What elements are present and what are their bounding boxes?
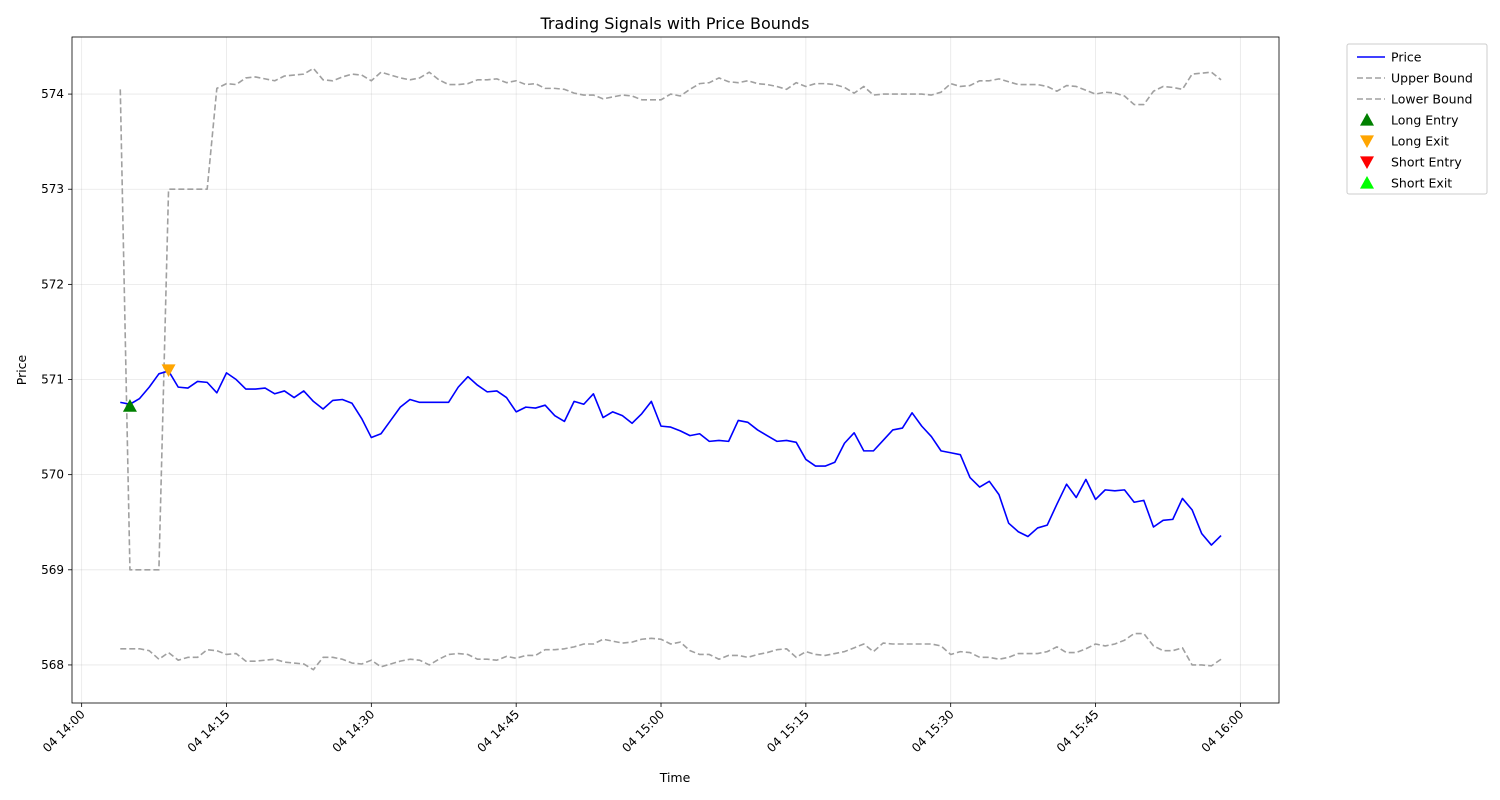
grid-layer xyxy=(72,37,1279,703)
x-axis-title: Time xyxy=(659,770,691,785)
legend-label-price: Price xyxy=(1391,50,1422,65)
legend-swatch-short-entry xyxy=(1360,156,1374,169)
legend-label-long-entry: Long Entry xyxy=(1391,113,1459,128)
y-tick-label: 570 xyxy=(41,468,64,482)
legend-label-lower-bound: Lower Bound xyxy=(1391,92,1472,107)
legend-swatch-long-exit xyxy=(1360,135,1374,148)
legend: Price Upper Bound Lower Bound Long Entry Lon… xyxy=(1346,43,1488,195)
legend-swatch-long-entry xyxy=(1360,113,1374,126)
marker-long-exit xyxy=(161,364,176,377)
y-tick-label: 574 xyxy=(41,87,64,101)
plot-frame xyxy=(71,36,1280,704)
legend-label-long-exit: Long Exit xyxy=(1391,134,1449,149)
marker-long-entry xyxy=(122,399,137,412)
chart-title: Trading Signals with Price Bounds xyxy=(539,14,809,33)
y-axis-ticks: 568 569 570 571 572 573 574 xyxy=(41,87,72,672)
legend-items: Price Upper Bound Lower Bound Long Entry Lon… xyxy=(1357,50,1473,191)
y-tick-label: 571 xyxy=(41,373,64,387)
marker-layer xyxy=(122,364,176,412)
y-tick-label: 573 xyxy=(41,182,64,196)
series-line-upper-bound xyxy=(119,67,1222,571)
legend-label-short-exit: Short Exit xyxy=(1391,176,1452,191)
series-line-price xyxy=(120,370,1222,546)
legend-label-short-entry: Short Entry xyxy=(1391,155,1462,170)
y-tick-label: 569 xyxy=(41,563,64,577)
legend-swatch-short-exit xyxy=(1360,176,1374,189)
series-line-lower-bound xyxy=(120,632,1222,671)
series-layer xyxy=(119,67,1222,671)
y-tick-label: 568 xyxy=(41,658,64,672)
y-tick-label: 572 xyxy=(41,277,64,291)
y-axis-title: Price xyxy=(14,354,29,385)
legend-label-upper-bound: Upper Bound xyxy=(1391,71,1473,86)
legend-box xyxy=(1346,43,1488,195)
